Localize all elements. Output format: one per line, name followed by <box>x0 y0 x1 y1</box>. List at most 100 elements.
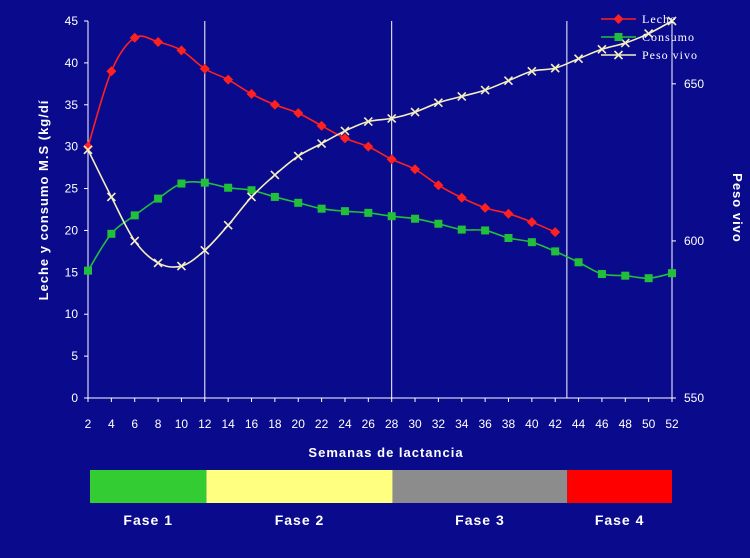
data-point-x <box>573 54 584 64</box>
left-tick-label: 45 <box>65 14 79 28</box>
x-tick-label: 16 <box>245 417 259 431</box>
data-point-diamond <box>363 141 374 152</box>
data-point-x <box>597 44 607 54</box>
data-point-x <box>270 170 280 180</box>
data-point-x <box>200 245 210 255</box>
data-point-diamond <box>153 36 164 47</box>
phase-segment: Fase 3 <box>392 470 568 528</box>
data-point-x <box>153 258 163 268</box>
data-point-square <box>574 258 583 267</box>
data-point-x <box>503 76 514 86</box>
data-point-x <box>480 85 490 95</box>
series-leche <box>83 32 561 238</box>
x-tick-label: 52 <box>665 417 679 431</box>
data-point-square <box>481 226 490 235</box>
left-tick-label: 25 <box>65 182 79 196</box>
legend-label: Peso vivo <box>642 48 698 62</box>
data-point-diamond <box>526 217 537 228</box>
x-tick-label: 24 <box>338 417 352 431</box>
legend-item: Leche <box>601 12 676 26</box>
data-point-diamond <box>503 208 514 219</box>
data-point-square <box>668 269 676 278</box>
data-point-square <box>154 194 163 203</box>
x-tick-label: 48 <box>619 417 633 431</box>
phase-color-block <box>567 470 672 503</box>
x-tick-label: 20 <box>292 417 306 431</box>
x-tick-label: 18 <box>268 417 282 431</box>
data-point-x <box>176 261 187 271</box>
y-axis-label-right: Peso vivo <box>730 173 745 243</box>
right-tick-label: 600 <box>684 234 704 248</box>
x-tick-label: 22 <box>315 417 329 431</box>
left-tick-label: 15 <box>65 265 79 279</box>
data-point-x <box>293 151 303 161</box>
phase-segment: Fase 4 <box>567 470 672 528</box>
x-tick-label: 12 <box>198 417 212 431</box>
left-tick-label: 5 <box>71 349 78 363</box>
data-point-x <box>340 126 350 136</box>
data-point-diamond <box>293 108 304 119</box>
left-tick-label: 0 <box>71 391 78 405</box>
x-tick-label: 36 <box>478 417 492 431</box>
left-tick-label: 40 <box>65 56 79 70</box>
data-point-diamond <box>550 227 561 238</box>
data-point-square <box>84 266 92 275</box>
data-point-diamond <box>456 192 467 203</box>
data-point-x <box>433 98 443 108</box>
data-point-square <box>597 270 606 279</box>
x-tick-label: 32 <box>432 417 446 431</box>
data-point-x <box>246 192 257 202</box>
data-point-x <box>363 116 373 127</box>
data-point-x <box>317 138 327 149</box>
data-point-diamond <box>83 141 93 152</box>
data-point-x <box>644 29 654 39</box>
data-point-square <box>294 198 303 207</box>
x-tick-label: 6 <box>131 417 138 431</box>
data-point-diamond <box>410 164 421 175</box>
legend-item: Peso vivo <box>601 48 698 62</box>
data-point-square <box>317 204 326 213</box>
phase-label: Fase 4 <box>595 512 645 528</box>
data-point-square <box>644 274 653 283</box>
series-peso-vivo <box>83 16 677 271</box>
data-point-x <box>613 50 624 60</box>
data-point-diamond <box>106 66 117 77</box>
x-tick-label: 50 <box>642 417 656 431</box>
x-axis-label: Semanas de lactancia <box>308 445 463 460</box>
data-point-diamond <box>199 63 210 74</box>
series-line <box>87 35 556 233</box>
data-point-square <box>224 183 233 192</box>
left-tick-label: 10 <box>65 307 79 321</box>
x-tick-label: 4 <box>108 417 115 431</box>
data-point-x <box>223 220 233 230</box>
x-tick-label: 14 <box>221 417 235 431</box>
data-point-square <box>247 186 256 195</box>
legend-label: Consumo <box>642 30 695 44</box>
legend-label: Leche <box>642 12 676 26</box>
data-point-x <box>130 236 140 246</box>
left-tick-label: 35 <box>65 98 79 112</box>
data-point-square <box>130 211 139 220</box>
x-tick-label: 40 <box>525 417 539 431</box>
phase-label: Fase 3 <box>455 512 505 528</box>
data-point-square <box>177 179 186 188</box>
left-tick-label: 30 <box>65 140 79 154</box>
data-point-square <box>107 229 116 238</box>
data-point-diamond <box>339 133 350 144</box>
data-point-x <box>620 38 630 48</box>
data-point-square <box>411 214 420 223</box>
phase-segment: Fase 1 <box>90 470 207 528</box>
data-point-diamond <box>246 88 257 99</box>
data-point-diamond <box>480 202 491 213</box>
series-consumo <box>84 178 676 283</box>
x-tick-label: 34 <box>455 417 469 431</box>
data-point-square <box>504 233 513 242</box>
x-tick-label: 28 <box>385 417 399 431</box>
x-tick-label: 30 <box>408 417 422 431</box>
data-point-diamond <box>129 32 140 43</box>
x-tick-label: 42 <box>549 417 563 431</box>
data-point-square <box>270 192 279 201</box>
data-point-diamond <box>386 154 397 165</box>
data-point-square <box>364 208 373 217</box>
